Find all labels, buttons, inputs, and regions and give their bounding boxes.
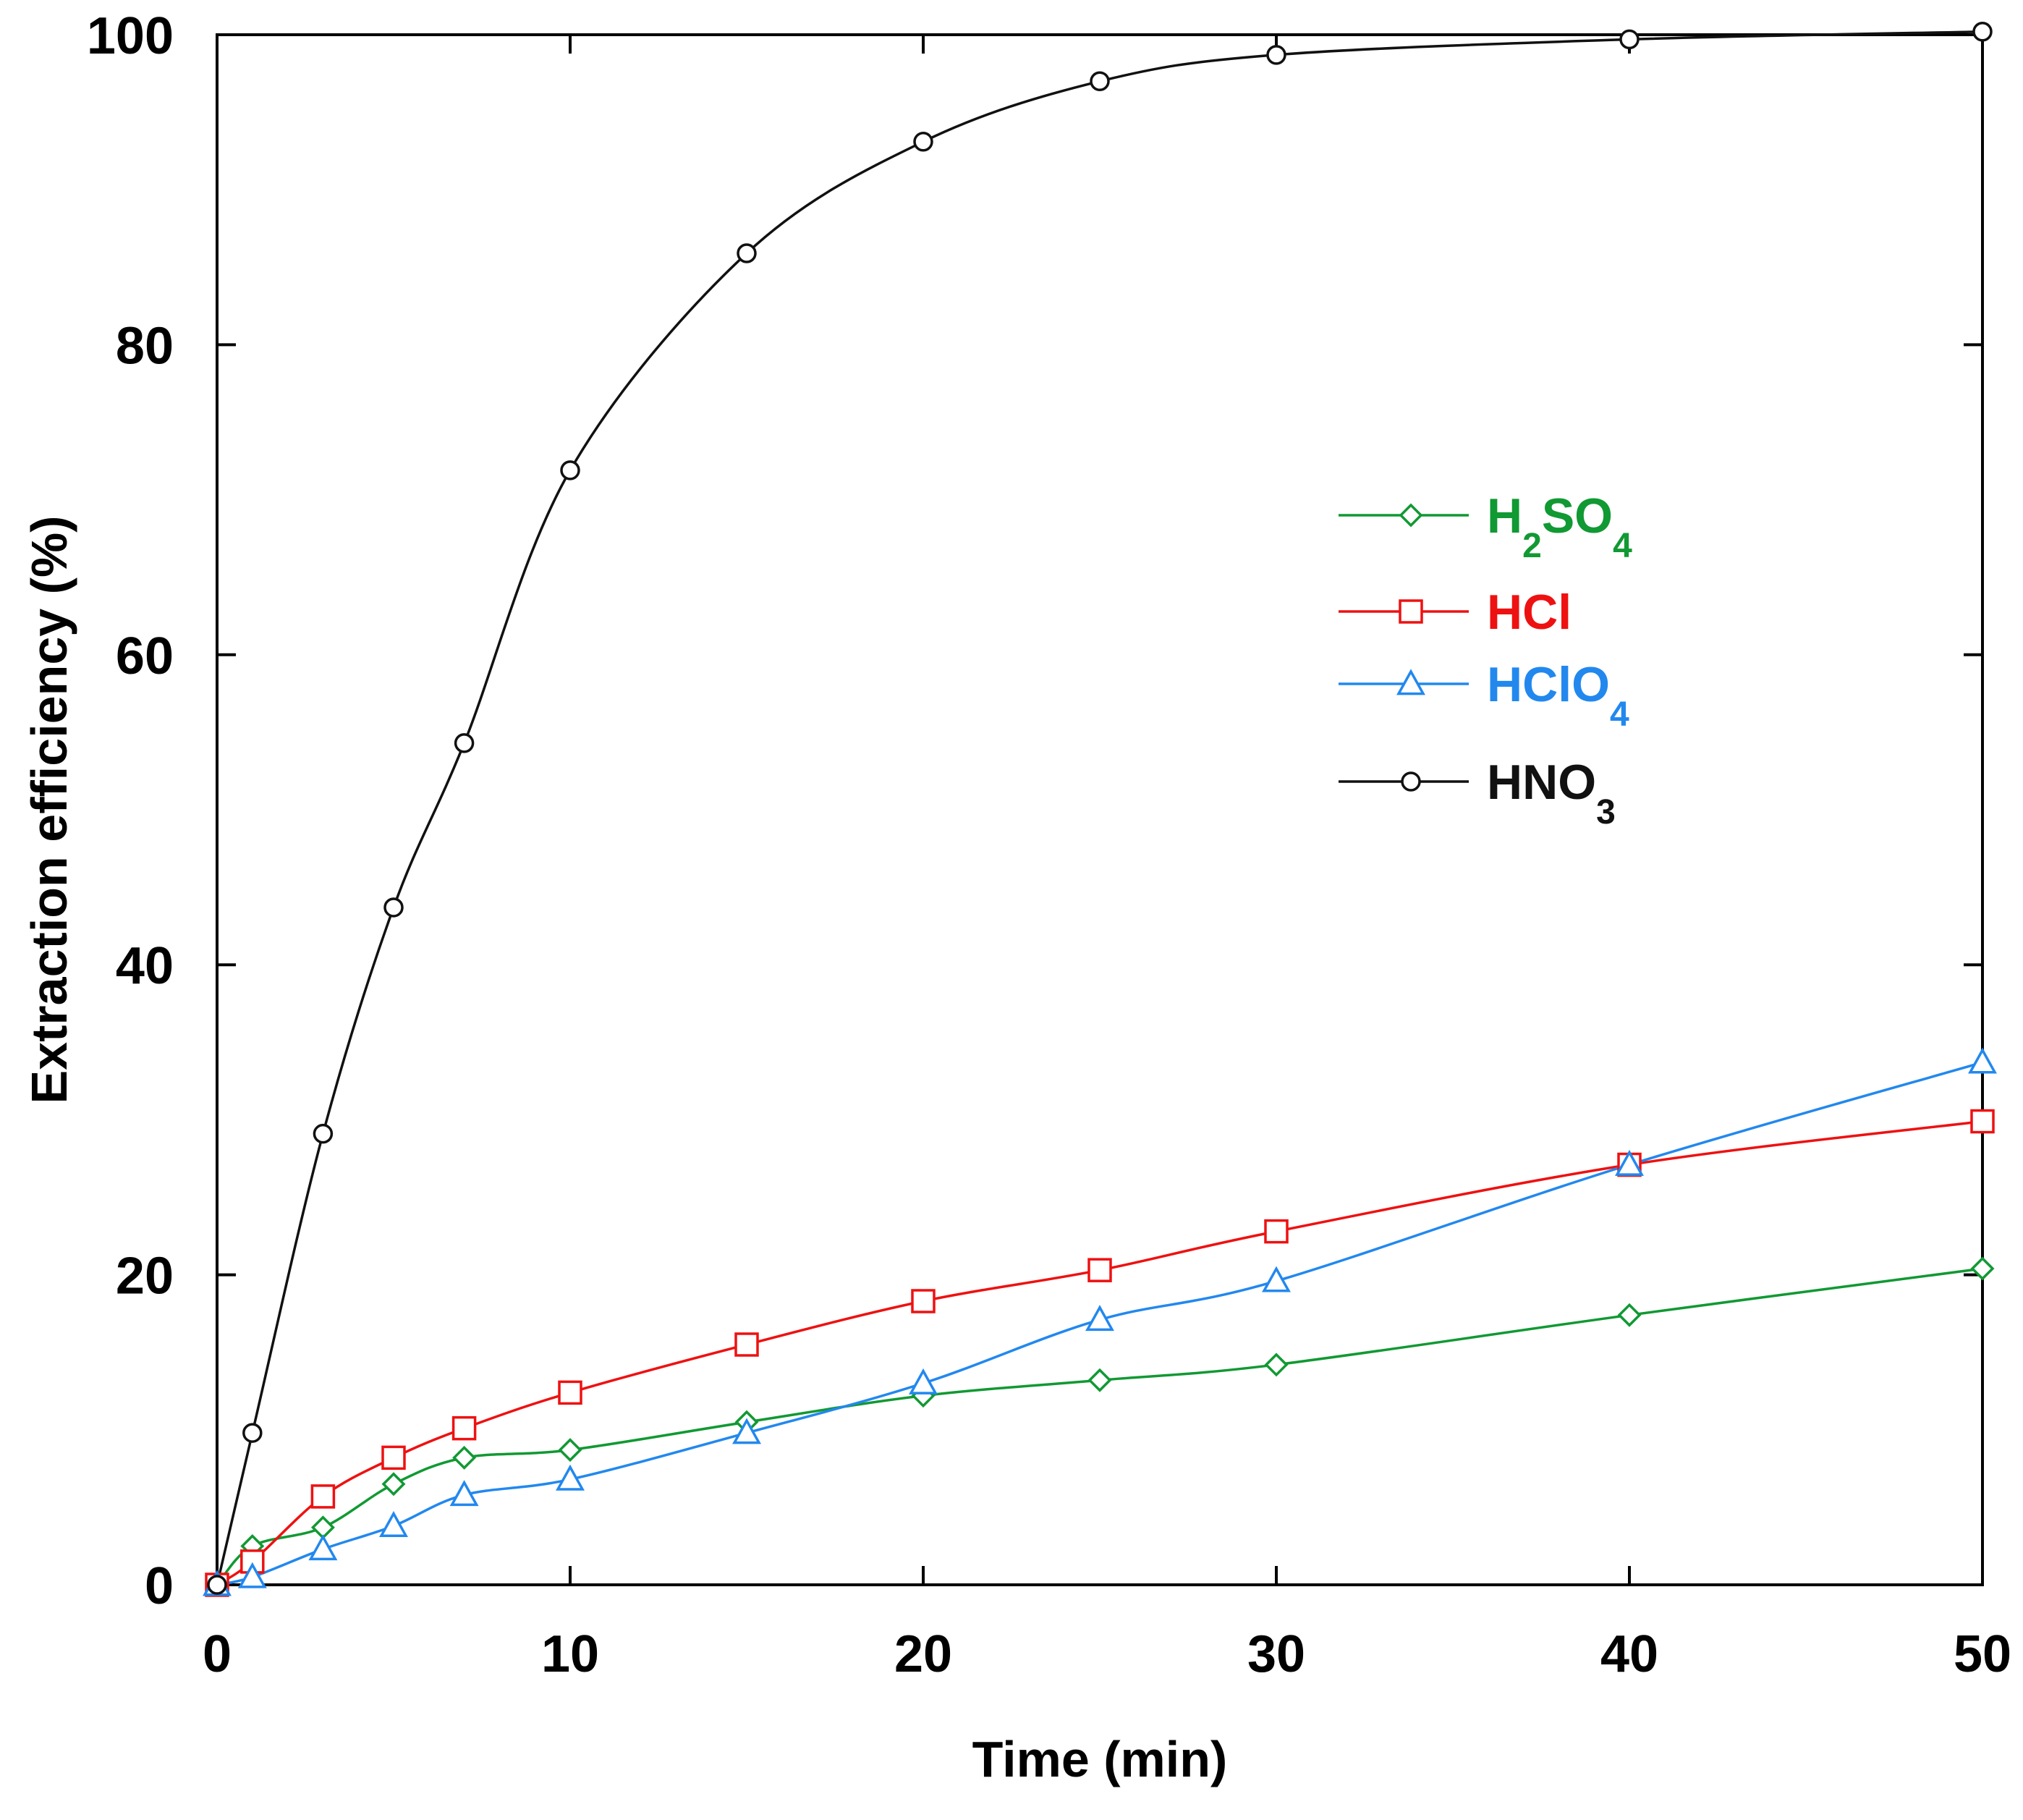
x-tick-label: 0 bbox=[203, 1625, 232, 1683]
series-line-hclo4 bbox=[216, 1061, 1983, 1586]
x-tick-label: 50 bbox=[1954, 1625, 2011, 1683]
data-point-hno3 bbox=[1972, 21, 1993, 42]
data-point-hclo4 bbox=[308, 1534, 338, 1561]
data-point-hno3 bbox=[207, 1575, 227, 1595]
data-point-hno3 bbox=[737, 243, 757, 263]
data-point-hno3 bbox=[560, 460, 580, 481]
legend-item-h2so4: H2SO4 bbox=[1339, 488, 1632, 565]
data-point-hclo4 bbox=[237, 1562, 267, 1588]
legend-item-hno3: HNO3 bbox=[1339, 755, 1616, 831]
data-point-hno3 bbox=[1266, 45, 1286, 65]
y-tick-label: 60 bbox=[116, 627, 174, 685]
data-point-hno3 bbox=[383, 897, 404, 918]
data-point-hclo4 bbox=[1615, 1149, 1644, 1176]
data-point-h2so4 bbox=[1264, 1353, 1289, 1377]
data-point-hclo4 bbox=[379, 1511, 408, 1537]
y-axis-title: Extraction efficiency (%) bbox=[21, 516, 77, 1104]
data-point-hno3 bbox=[1090, 71, 1110, 92]
legend-marker-hclo4 bbox=[1396, 669, 1425, 695]
y-tick-label: 0 bbox=[145, 1557, 174, 1615]
data-point-hclo4 bbox=[449, 1480, 479, 1507]
data-point-hcl bbox=[734, 1332, 759, 1357]
data-point-hclo4 bbox=[1085, 1305, 1114, 1332]
x-tick-label: 40 bbox=[1600, 1625, 1658, 1683]
y-tick-label: 100 bbox=[87, 7, 174, 65]
y-tick-label: 80 bbox=[116, 317, 174, 375]
data-point-hcl bbox=[911, 1289, 936, 1313]
legend-label-hcl: HCl bbox=[1487, 585, 1572, 640]
legend-label-hno3: HNO3 bbox=[1487, 755, 1616, 831]
data-point-hclo4 bbox=[556, 1464, 585, 1491]
data-point-h2so4 bbox=[1970, 1256, 1995, 1281]
data-point-hcl bbox=[381, 1445, 406, 1470]
tick-labels: 0 10 20 30 40 50 0 20 40 60 80 100 bbox=[87, 7, 2011, 1683]
data-point-hno3 bbox=[913, 132, 933, 152]
data-point-hno3 bbox=[1619, 29, 1640, 50]
x-tick-label: 30 bbox=[1247, 1625, 1305, 1683]
series-line-hcl bbox=[216, 1119, 1983, 1586]
data-point-hcl bbox=[451, 1415, 477, 1441]
legend-marker-hcl bbox=[1399, 599, 1423, 624]
legend-marker-hno3 bbox=[1401, 771, 1421, 792]
data-point-hno3 bbox=[242, 1423, 263, 1443]
legend-item-hclo4: HClO4 bbox=[1339, 657, 1629, 734]
data-point-hclo4 bbox=[1968, 1047, 1997, 1074]
data-point-hcl bbox=[1087, 1258, 1112, 1282]
data-point-hcl bbox=[1970, 1109, 1995, 1134]
y-tick-label: 20 bbox=[116, 1248, 174, 1305]
data-point-h2so4 bbox=[381, 1472, 406, 1497]
data-point-h2so4 bbox=[452, 1445, 477, 1470]
data-point-hclo4 bbox=[1262, 1266, 1291, 1292]
legend-label-hclo4: HClO4 bbox=[1487, 657, 1629, 734]
data-point-hcl bbox=[1264, 1219, 1289, 1244]
x-axis-title: Time (min) bbox=[972, 1731, 1228, 1787]
legend-marker-h2so4 bbox=[1399, 503, 1423, 528]
data-point-h2so4 bbox=[558, 1438, 582, 1463]
data-point-hclo4 bbox=[732, 1418, 761, 1444]
data-point-h2so4 bbox=[1087, 1368, 1112, 1392]
x-tick-label: 10 bbox=[541, 1625, 599, 1683]
data-point-hcl bbox=[558, 1380, 582, 1405]
x-tick-label: 20 bbox=[894, 1625, 952, 1683]
plot-area-frame bbox=[216, 33, 1984, 1586]
legend-label-h2so4: H2SO4 bbox=[1487, 488, 1632, 565]
data-point-h2so4 bbox=[1617, 1303, 1642, 1327]
legend: H2SO4 HCl HClO4 HNO3 bbox=[1339, 488, 1632, 831]
y-tick-label: 40 bbox=[116, 937, 174, 995]
legend-item-hcl: HCl bbox=[1339, 585, 1572, 640]
data-point-hcl bbox=[310, 1484, 336, 1509]
series-markers bbox=[203, 21, 1997, 1597]
data-point-hclo4 bbox=[909, 1368, 938, 1394]
data-point-hno3 bbox=[313, 1123, 334, 1144]
data-point-hno3 bbox=[454, 733, 475, 753]
